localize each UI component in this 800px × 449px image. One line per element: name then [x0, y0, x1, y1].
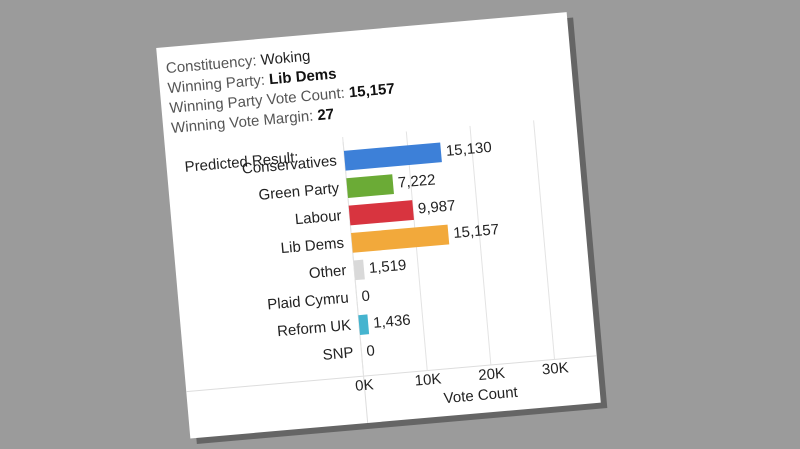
- data-label: 9,987: [417, 197, 456, 217]
- y-tick-label: Labour: [294, 207, 342, 228]
- data-label: 15,130: [445, 139, 492, 160]
- x-tick-label: 10K: [414, 370, 442, 389]
- data-label: 1,436: [372, 312, 411, 332]
- bar: [351, 224, 450, 253]
- y-tick-label: SNP: [322, 344, 354, 364]
- y-tick-label: Lib Dems: [280, 235, 345, 257]
- detail-value: Lib Dems: [268, 65, 337, 88]
- bar: [355, 287, 358, 308]
- bar: [358, 314, 370, 335]
- y-tick-label: Reform UK: [276, 317, 351, 340]
- tooltip-card: Constituency: Woking Winning Party: Lib …: [156, 12, 608, 444]
- grid-line: [469, 125, 492, 366]
- axis-divider: [186, 355, 597, 393]
- grid-line: [405, 131, 428, 371]
- bar: [343, 142, 442, 171]
- x-tick-label: 0K: [355, 376, 375, 395]
- x-axis-label: Vote Count: [443, 384, 519, 407]
- data-label: 0: [366, 342, 376, 360]
- x-tick-label: 30K: [541, 359, 569, 378]
- x-tick-label: 20K: [478, 365, 506, 384]
- bar: [346, 174, 394, 198]
- grid-line: [533, 120, 556, 360]
- grid-line: [342, 137, 365, 377]
- bar: [353, 259, 365, 281]
- data-label: 7,222: [397, 171, 436, 191]
- bar: [348, 200, 414, 226]
- card: [156, 12, 601, 439]
- detail-value: 15,157: [348, 80, 395, 101]
- data-label: 0: [361, 288, 371, 306]
- bar: [360, 342, 363, 363]
- data-label: 15,157: [453, 221, 500, 242]
- data-label: 1,519: [368, 257, 407, 277]
- y-tick-label: Other: [308, 262, 347, 282]
- detail-value: Woking: [260, 48, 311, 69]
- detail-value: 27: [317, 106, 335, 124]
